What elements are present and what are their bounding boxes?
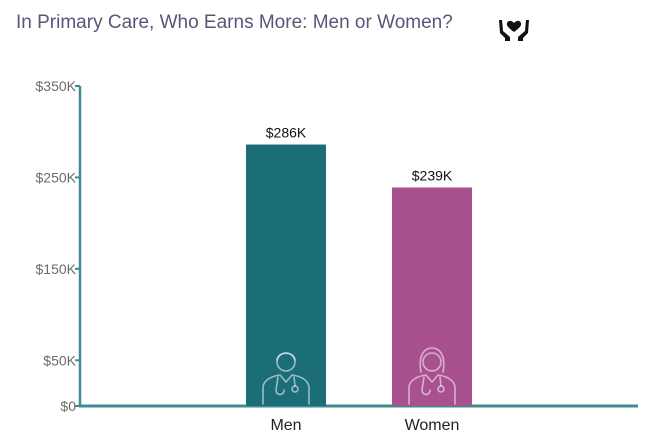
y-tick-label: $250K xyxy=(36,169,77,185)
hands-holding-heart-icon xyxy=(499,20,529,41)
female-doctor-icon xyxy=(408,347,456,405)
data-label: $239K xyxy=(412,167,453,183)
y-tick-label: $50K xyxy=(43,352,76,368)
y-axis: $0 $50K $150K $250K $350K xyxy=(36,78,638,414)
data-label: $286K xyxy=(266,125,307,141)
bar-women xyxy=(392,187,472,406)
y-tick-label: $150K xyxy=(36,261,77,277)
bar-group-men: $286K Men xyxy=(246,125,326,434)
bar-men xyxy=(246,144,326,406)
bar-group-women: $239K Women xyxy=(392,167,472,434)
y-tick-label: $350K xyxy=(36,78,77,94)
y-tick-label: $0 xyxy=(60,398,76,414)
x-tick-label: Women xyxy=(405,417,460,434)
chart-title: In Primary Care, Who Earns More: Men or … xyxy=(16,12,453,33)
bars: $286K Men $239K Women xyxy=(246,125,472,434)
x-tick-label: Men xyxy=(270,417,301,434)
male-doctor-icon xyxy=(262,352,310,405)
